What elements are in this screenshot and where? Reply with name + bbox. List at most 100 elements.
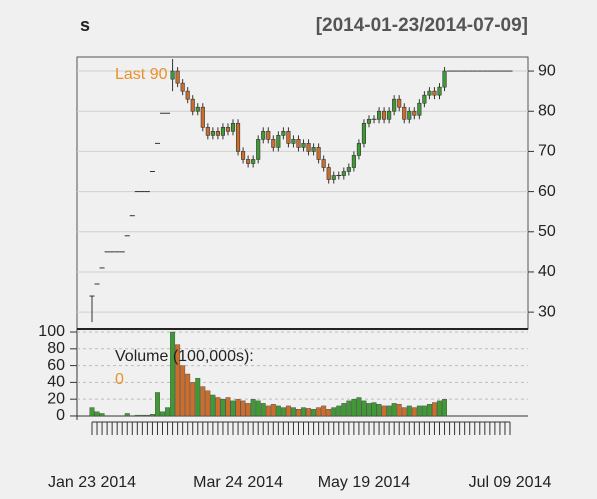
- volume-bar: [346, 400, 352, 417]
- y-tick-label: 50: [538, 223, 556, 240]
- x-tick-label: May 19 2014: [318, 474, 411, 491]
- volume-bar: [331, 407, 337, 417]
- candle-body: [291, 139, 296, 144]
- volume-bar: [245, 403, 251, 417]
- y-tick-label: 40: [538, 263, 556, 280]
- volume-bar: [139, 414, 145, 417]
- volume-bar: [215, 397, 221, 417]
- x-tick-label: Mar 24 2014: [193, 474, 283, 491]
- candle-body: [190, 98, 195, 112]
- volume-bar: [94, 411, 100, 417]
- candle-body: [402, 106, 407, 120]
- candle-body: [341, 171, 346, 176]
- last-label: Last 90: [115, 66, 168, 83]
- volume-bar: [356, 397, 362, 417]
- candle-body: [230, 122, 236, 132]
- candle-body: [407, 110, 412, 120]
- volume-bar: [285, 405, 291, 417]
- y-tick-label: 30: [538, 303, 556, 320]
- volume-bar: [160, 411, 165, 417]
- volume-bar: [149, 414, 155, 417]
- volume-bar: [437, 400, 442, 417]
- volume-bar: [265, 405, 271, 417]
- volume-bar: [421, 405, 427, 417]
- candle-body: [235, 122, 241, 152]
- volume-bar: [426, 404, 432, 417]
- y-tick-label: 60: [538, 183, 556, 200]
- candle-body: [281, 131, 286, 136]
- volume-bar: [401, 407, 407, 417]
- volume-bar: [280, 407, 286, 417]
- candle-body: [266, 131, 271, 140]
- candle-body: [392, 98, 397, 112]
- candle-body: [261, 131, 266, 140]
- candle-body: [376, 110, 382, 120]
- candle-body: [321, 159, 326, 168]
- volume-bar: [190, 382, 196, 417]
- candle-body: [256, 139, 261, 160]
- volume-bar: [301, 407, 306, 417]
- volume-bar: [155, 392, 160, 417]
- volume-bar: [255, 400, 261, 417]
- volume-bar: [296, 409, 301, 417]
- volume-bar: [306, 408, 312, 417]
- volume-bar: [250, 398, 256, 417]
- volume-bar: [316, 407, 322, 417]
- volume-bar: [124, 413, 130, 417]
- volume-bar: [200, 386, 206, 417]
- volume-bar: [416, 405, 422, 417]
- volume-bar: [260, 403, 266, 417]
- volume-bar: [180, 365, 186, 417]
- volume-bar: [240, 400, 246, 417]
- candle-body: [311, 147, 316, 152]
- candle-body: [427, 90, 432, 96]
- candle-body: [170, 70, 175, 80]
- y-tick-label: 100: [38, 323, 65, 340]
- candle-body: [175, 70, 180, 84]
- y-tick-label: 20: [47, 390, 65, 407]
- volume-bar: [170, 331, 176, 417]
- candle-body: [356, 143, 361, 156]
- y-tick-label: 0: [56, 407, 65, 424]
- candle-body: [225, 127, 231, 132]
- volume-bar: [270, 404, 276, 417]
- candle-body: [382, 110, 387, 120]
- candle-body: [366, 118, 372, 124]
- candle-body: [417, 102, 422, 116]
- candle-body: [200, 106, 205, 128]
- volume-bar: [89, 407, 95, 417]
- volume-bar: [326, 409, 332, 417]
- candle-body: [276, 135, 281, 148]
- candle-body: [215, 131, 220, 136]
- volume-bar: [195, 377, 201, 417]
- volume-bar: [431, 402, 437, 417]
- candle-body: [241, 151, 246, 160]
- price-panel: [76, 56, 529, 330]
- candle-body: [210, 131, 215, 136]
- y-tick-label: 60: [47, 357, 65, 374]
- candle-body: [326, 167, 331, 180]
- volume-bar: [396, 404, 402, 417]
- volume-bar: [411, 407, 417, 417]
- candle-body: [316, 147, 321, 160]
- candle-body: [296, 139, 301, 148]
- y-tick-label: 40: [47, 374, 65, 391]
- candle-body: [251, 159, 256, 164]
- volume-bar: [185, 373, 191, 417]
- volume-bar: [336, 405, 342, 417]
- x-tick-label: Jul 09 2014: [469, 474, 552, 491]
- volume-bar: [371, 402, 377, 417]
- volume-bar: [290, 407, 296, 417]
- candle-body: [331, 175, 336, 180]
- x-tick-label: Jan 23 2014: [48, 474, 136, 491]
- volume-label: Volume (100,000s):: [115, 348, 254, 365]
- volume-bar: [341, 403, 347, 417]
- volume-bar: [230, 400, 236, 417]
- candle-body: [412, 110, 417, 116]
- candle-body: [346, 167, 351, 172]
- volume-bar: [99, 413, 105, 417]
- candle-body: [220, 127, 226, 136]
- volume-bar: [144, 414, 150, 417]
- candle-body: [432, 90, 437, 96]
